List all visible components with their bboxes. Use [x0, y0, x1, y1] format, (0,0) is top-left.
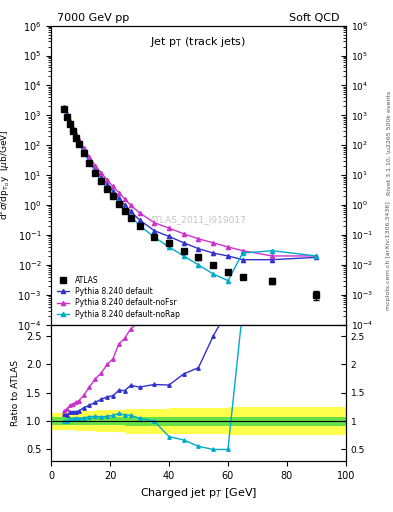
Pythia 8.240 default-noFsr: [167, 225, 171, 231]
Pythia 8.240 default-noRap: [182, 253, 186, 259]
Pythia 8.240 default-noRap: [123, 206, 127, 212]
Pythia 8.240 default-noRap: [71, 127, 75, 134]
Pythia 8.240 default: [241, 257, 245, 263]
Pythia 8.240 default: [129, 208, 133, 215]
Pythia 8.240 default: [117, 195, 121, 201]
Pythia 8.240 default: [196, 246, 201, 252]
Pythia 8.240 default-noFsr: [81, 145, 86, 151]
Pythia 8.240 default-noFsr: [87, 154, 92, 160]
Legend: ATLAS, Pythia 8.240 default, Pythia 8.240 default-noFsr, Pythia 8.240 default-no: ATLAS, Pythia 8.240 default, Pythia 8.24…: [55, 273, 182, 321]
Text: Soft QCD: Soft QCD: [290, 13, 340, 23]
Pythia 8.240 default: [74, 133, 79, 139]
Text: 7000 GeV pp: 7000 GeV pp: [57, 13, 129, 23]
Text: Rivet 3.1.10, \u2265 500k events: Rivet 3.1.10, \u2265 500k events: [386, 91, 391, 196]
Pythia 8.240 default-noFsr: [68, 118, 73, 124]
Pythia 8.240 default: [182, 240, 186, 246]
Pythia 8.240 default-noFsr: [111, 183, 116, 189]
Pythia 8.240 default: [167, 233, 171, 240]
Pythia 8.240 default: [137, 217, 142, 223]
Pythia 8.240 default-noFsr: [137, 210, 142, 216]
Pythia 8.240 default-noRap: [152, 234, 156, 240]
Pythia 8.240 default: [123, 202, 127, 208]
Pythia 8.240 default-noRap: [77, 140, 81, 146]
Pythia 8.240 default: [314, 254, 319, 261]
Pythia 8.240 default-noFsr: [226, 244, 230, 250]
Pythia 8.240 default: [99, 174, 104, 180]
Pythia 8.240 default-noRap: [87, 159, 92, 165]
Pythia 8.240 default-noFsr: [196, 236, 201, 242]
Pythia 8.240 default-noFsr: [105, 177, 109, 183]
Pythia 8.240 default-noRap: [241, 250, 245, 256]
Pythia 8.240 default: [77, 139, 81, 145]
Pythia 8.240 default-noFsr: [74, 131, 79, 137]
Pythia 8.240 default-noRap: [99, 177, 104, 183]
Line: Pythia 8.240 default-noFsr: Pythia 8.240 default-noFsr: [62, 105, 318, 258]
Pythia 8.240 default-noFsr: [65, 111, 70, 117]
Pythia 8.240 default-noFsr: [71, 124, 75, 131]
Pythia 8.240 default-noRap: [111, 192, 116, 198]
Pythia 8.240 default-noRap: [62, 106, 67, 112]
Pythia 8.240 default-noRap: [211, 271, 216, 277]
Line: Pythia 8.240 default-noRap: Pythia 8.240 default-noRap: [62, 107, 318, 283]
Pythia 8.240 default: [71, 126, 75, 132]
Y-axis label: d$^{2}\sigma$/dp$_{\mathrm{T}_{\mathrm{D}}}$y  [$\mu$b/GeV]: d$^{2}\sigma$/dp$_{\mathrm{T}_{\mathrm{D…: [0, 130, 12, 221]
Pythia 8.240 default: [62, 104, 67, 111]
Text: mcplots.cern.ch [arXiv:1306.3436]: mcplots.cern.ch [arXiv:1306.3436]: [386, 202, 391, 310]
Pythia 8.240 default: [93, 166, 98, 172]
Pythia 8.240 default-noFsr: [117, 189, 121, 196]
Pythia 8.240 default-noFsr: [62, 104, 67, 110]
Pythia 8.240 default: [105, 181, 109, 187]
Pythia 8.240 default-noRap: [167, 244, 171, 250]
Pythia 8.240 default: [270, 257, 275, 263]
Pythia 8.240 default-noRap: [129, 214, 133, 220]
Pythia 8.240 default-noFsr: [241, 248, 245, 254]
Pythia 8.240 default-noRap: [226, 278, 230, 284]
Line: Pythia 8.240 default: Pythia 8.240 default: [62, 105, 318, 262]
Pythia 8.240 default-noFsr: [123, 196, 127, 202]
Pythia 8.240 default-noFsr: [182, 231, 186, 237]
Pythia 8.240 default-noFsr: [99, 170, 104, 176]
Pythia 8.240 default-noRap: [105, 185, 109, 191]
Pythia 8.240 default: [111, 188, 116, 195]
Pythia 8.240 default-noFsr: [152, 220, 156, 226]
Pythia 8.240 default-noRap: [137, 222, 142, 228]
Pythia 8.240 default: [87, 157, 92, 163]
Pythia 8.240 default: [152, 228, 156, 234]
Pythia 8.240 default-noRap: [65, 114, 70, 120]
Pythia 8.240 default-noRap: [314, 253, 319, 259]
Pythia 8.240 default: [81, 147, 86, 154]
Pythia 8.240 default-noRap: [74, 134, 79, 140]
Pythia 8.240 default: [226, 253, 230, 259]
Pythia 8.240 default-noRap: [196, 262, 201, 268]
Pythia 8.240 default-noRap: [93, 169, 98, 175]
Pythia 8.240 default-noFsr: [129, 202, 133, 208]
Text: ATLAS_2011_I919017: ATLAS_2011_I919017: [150, 216, 247, 225]
Pythia 8.240 default-noFsr: [93, 162, 98, 168]
Pythia 8.240 default-noFsr: [270, 253, 275, 259]
Pythia 8.240 default: [68, 119, 73, 125]
Pythia 8.240 default-noRap: [270, 248, 275, 254]
Pythia 8.240 default-noFsr: [77, 137, 81, 143]
Pythia 8.240 default: [65, 112, 70, 118]
Pythia 8.240 default-noRap: [117, 199, 121, 205]
Y-axis label: Ratio to ATLAS: Ratio to ATLAS: [11, 360, 20, 426]
Pythia 8.240 default-noRap: [81, 150, 86, 156]
Text: Jet p$_{\mathrm{T}}$ (track jets): Jet p$_{\mathrm{T}}$ (track jets): [151, 35, 246, 49]
Pythia 8.240 default-noRap: [68, 121, 73, 127]
Pythia 8.240 default: [211, 250, 216, 256]
X-axis label: Charged jet p$_{T}$ [GeV]: Charged jet p$_{T}$ [GeV]: [140, 486, 257, 500]
Pythia 8.240 default-noFsr: [211, 240, 216, 246]
Pythia 8.240 default-noFsr: [314, 253, 319, 259]
